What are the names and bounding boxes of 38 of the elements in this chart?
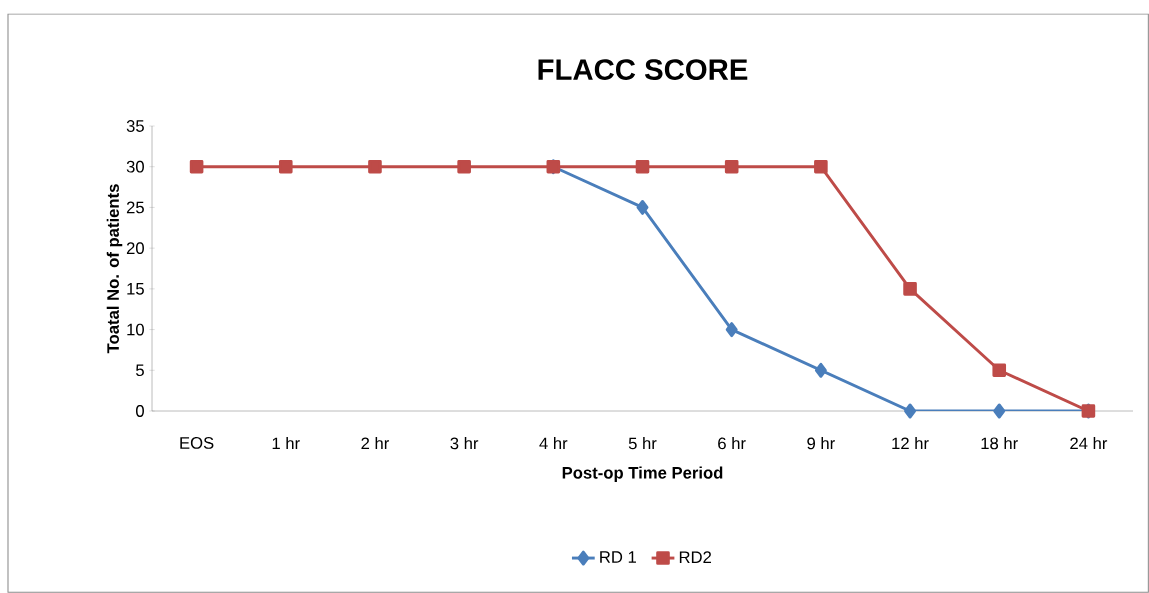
point	[993, 403, 1006, 419]
point	[457, 159, 471, 174]
point	[814, 159, 828, 174]
point	[368, 159, 382, 174]
point	[636, 199, 649, 215]
x-tick-label: 4 hr	[539, 437, 568, 450]
y-tick-label: 20	[126, 242, 144, 255]
y-tick-label: 10	[127, 323, 144, 336]
y-tick-label: 15	[127, 283, 144, 295]
x-tick-label: 1 hr	[272, 437, 300, 450]
chart-title: FLACC SCORE	[538, 59, 748, 80]
y-tick-label: 25	[126, 201, 144, 214]
x-axis-title: Post-op Time Period	[562, 466, 723, 482]
point	[724, 159, 739, 174]
legend-label: RD 1	[600, 551, 636, 563]
x-tick-label: 2 hr	[361, 437, 390, 450]
y-axis-title: Toatal No. of patients	[106, 184, 123, 354]
point	[189, 159, 204, 174]
point	[278, 159, 293, 174]
x-tick-label: EOS	[180, 437, 214, 449]
x-tick-label: 12 hr	[892, 437, 929, 450]
x-tick-label: 6 hr	[718, 437, 746, 450]
point	[635, 159, 650, 174]
point	[992, 363, 1007, 378]
x-tick-label: 9 hr	[807, 437, 835, 450]
y-tick-label: 5	[136, 364, 144, 377]
x-tick-label: 5 hr	[628, 437, 657, 450]
x-tick-label: 24 hr	[1070, 437, 1108, 450]
point	[903, 282, 917, 296]
point	[725, 322, 738, 338]
y-tick-label: 0	[136, 405, 144, 417]
x-tick-label: 3 hr	[450, 437, 479, 450]
legend-label: RD2	[679, 551, 712, 563]
x-tick-label: 18 hr	[981, 437, 1018, 450]
point	[904, 403, 917, 419]
y-tick-label: 30	[126, 160, 144, 173]
point	[814, 362, 827, 378]
y-tick-label: 35	[126, 120, 144, 132]
